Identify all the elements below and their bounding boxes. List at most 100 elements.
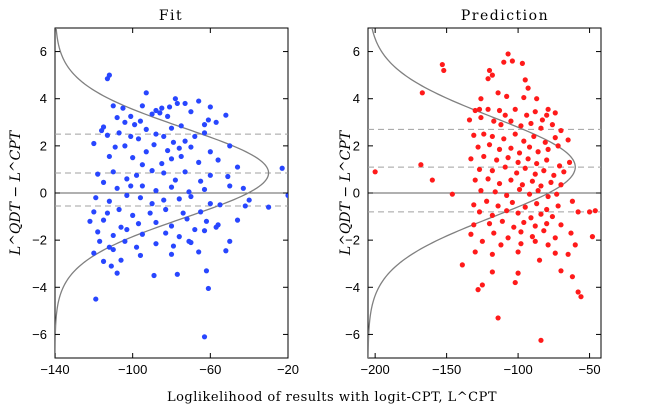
prediction-data-point xyxy=(515,270,521,276)
fit-data-point xyxy=(246,197,252,203)
prediction-data-point xyxy=(491,230,497,236)
fit-data-point xyxy=(139,183,145,189)
fit-data-point xyxy=(172,96,178,102)
prediction-data-point xyxy=(541,168,547,174)
fit-data-point xyxy=(207,104,213,110)
prediction-data-point xyxy=(481,131,487,137)
prediction-data-point xyxy=(556,163,563,169)
prediction-data-point xyxy=(471,202,477,208)
fit-data-point xyxy=(192,133,198,140)
prediction-data-point xyxy=(515,210,521,216)
fit-data-point xyxy=(133,172,140,178)
fit-data-point xyxy=(100,217,107,223)
prediction-data-point xyxy=(489,133,495,140)
fit-data-point xyxy=(143,126,149,132)
prediction-data-point xyxy=(551,172,557,178)
prediction-data-point xyxy=(478,114,484,121)
prediction-data-point xyxy=(489,72,495,78)
fit-data-point xyxy=(95,171,101,177)
fit-x-tick-label: −140 xyxy=(40,362,69,377)
prediction-data-point xyxy=(516,186,523,193)
fit-data-point xyxy=(153,188,159,194)
fit-y-tick-label: −2 xyxy=(32,233,47,248)
prediction-data-point xyxy=(439,61,445,68)
fit-data-point xyxy=(163,230,169,236)
prediction-data-point xyxy=(468,231,474,237)
prediction-data-point xyxy=(538,337,544,343)
fit-data-point xyxy=(186,189,192,195)
prediction-data-point xyxy=(544,112,550,118)
fit-data-point xyxy=(87,218,93,224)
fit-data-point xyxy=(198,178,204,184)
prediction-data-point xyxy=(485,176,491,182)
fit-data-point xyxy=(132,122,138,128)
fit-data-point xyxy=(227,238,233,244)
prediction-data-point xyxy=(515,159,521,165)
fit-data-point xyxy=(188,239,194,246)
prediction-data-point xyxy=(531,133,537,140)
fit-data-point xyxy=(100,258,107,264)
prediction-data-point xyxy=(504,93,510,99)
fit-data-point xyxy=(110,232,116,239)
prediction-data-point xyxy=(534,160,540,167)
prediction-data-point xyxy=(472,177,478,183)
prediction-data-point xyxy=(449,191,455,197)
prediction-data-point xyxy=(569,198,576,204)
fit-data-point xyxy=(122,238,128,244)
fit-data-point xyxy=(196,159,202,165)
fit-data-point xyxy=(184,216,190,222)
prediction-data-point xyxy=(532,223,538,229)
prediction-panel: Prediction L^QDT − L^CPT −200 −150 −100 −50… xyxy=(338,8,602,377)
prediction-data-point xyxy=(468,156,474,162)
fit-data-point xyxy=(161,197,167,203)
fit-data-point xyxy=(110,169,116,175)
prediction-y-tick-label: 2 xyxy=(353,138,360,153)
fit-data-point xyxy=(163,206,169,213)
prediction-data-point xyxy=(529,178,535,184)
fit-data-point xyxy=(93,195,99,201)
prediction-data-point xyxy=(509,58,515,64)
prediction-data-point xyxy=(502,164,508,170)
prediction-data-point xyxy=(512,131,518,137)
prediction-data-point xyxy=(578,294,584,300)
fit-y-tick-label: −4 xyxy=(32,280,47,295)
prediction-title: Prediction xyxy=(461,8,549,24)
fit-data-point xyxy=(234,164,241,170)
fit-data-point xyxy=(207,201,213,207)
fit-data-point xyxy=(205,117,211,123)
fit-x-tick-label: −60 xyxy=(199,362,221,377)
fit-data-point xyxy=(161,170,167,176)
prediction-data-point xyxy=(545,146,551,152)
fit-data-point xyxy=(192,226,198,233)
fit-data-point xyxy=(104,76,111,82)
prediction-data-point xyxy=(498,242,504,248)
prediction-data-point xyxy=(479,282,485,288)
prediction-data-point xyxy=(471,222,477,228)
prediction-data-point xyxy=(515,249,521,255)
prediction-data-point xyxy=(534,96,540,102)
fit-data-point xyxy=(112,144,118,150)
prediction-x-tick-label: −100 xyxy=(503,362,532,377)
fit-density-curve xyxy=(55,28,270,358)
fit-data-point xyxy=(106,198,112,204)
prediction-data-point xyxy=(508,118,514,124)
prediction-data-point xyxy=(501,59,507,65)
prediction-data-point xyxy=(459,262,465,268)
fit-data-point xyxy=(106,153,112,160)
prediction-y-tick-label: 4 xyxy=(353,91,360,106)
prediction-y-tick-label: 0 xyxy=(353,186,360,201)
prediction-data-point xyxy=(522,165,528,171)
prediction-data-point xyxy=(518,241,524,247)
prediction-data-point xyxy=(441,67,447,74)
fit-data-point xyxy=(159,160,165,167)
prediction-data-point xyxy=(569,274,576,280)
fit-data-point xyxy=(174,100,180,107)
fit-data-point xyxy=(110,103,116,109)
fit-data-point xyxy=(225,173,231,180)
fit-data-point xyxy=(93,296,99,302)
fit-data-point xyxy=(227,183,233,189)
prediction-data-point xyxy=(528,120,534,127)
fit-data-point xyxy=(168,125,175,131)
fit-data-point xyxy=(116,130,122,136)
prediction-data-point xyxy=(486,142,493,148)
